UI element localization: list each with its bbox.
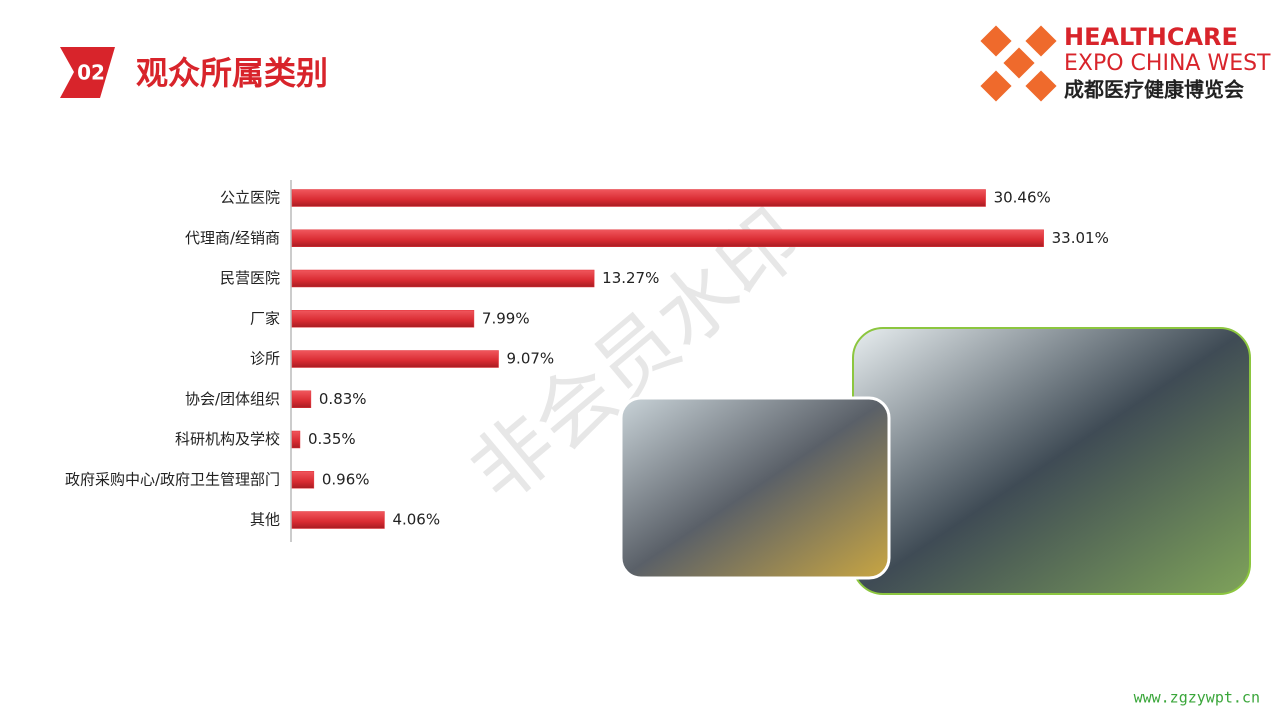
category-label: 科研机构及学校 <box>175 430 280 448</box>
value-label: 7.99% <box>482 309 530 327</box>
logo-line2: EXPO CHINA WEST <box>1064 51 1271 76</box>
footer-url: www.zgzywpt.cn <box>1134 689 1260 707</box>
bar <box>291 350 499 368</box>
category-label: 其他 <box>250 511 280 529</box>
value-label: 9.07% <box>507 350 555 368</box>
value-label: 33.01% <box>1052 229 1109 247</box>
photo-right <box>852 327 1251 595</box>
bar <box>291 390 312 408</box>
category-label: 厂家 <box>250 309 280 327</box>
bar <box>291 310 475 328</box>
category-label: 公立医院 <box>220 189 280 207</box>
category-label: 政府采购中心/政府卫生管理部门 <box>65 470 280 488</box>
bar <box>291 430 301 449</box>
bar <box>291 189 986 207</box>
bar <box>291 269 595 288</box>
logo-mark <box>980 25 1057 102</box>
category-label: 诊所 <box>250 350 280 368</box>
value-label: 13.27% <box>602 269 659 287</box>
logo-line3: 成都医疗健康博览会 <box>1064 78 1244 102</box>
header-badge <box>60 47 115 98</box>
value-label: 4.06% <box>392 511 440 529</box>
value-label: 0.96% <box>322 470 370 488</box>
bar <box>291 471 315 489</box>
header-number: 02 <box>77 61 105 85</box>
category-label: 民营医院 <box>220 269 280 287</box>
header-title: 观众所属类别 <box>136 54 328 92</box>
logo-line1: HEALTHCARE <box>1064 23 1238 51</box>
value-label: 0.35% <box>308 430 356 448</box>
category-label: 协会/团体组织 <box>185 390 280 408</box>
photo-left <box>619 396 891 580</box>
bar <box>291 229 1044 247</box>
category-label: 代理商/经销商 <box>185 229 280 247</box>
value-label: 0.83% <box>319 390 367 408</box>
bar <box>291 511 385 529</box>
value-label: 30.46% <box>994 189 1051 207</box>
